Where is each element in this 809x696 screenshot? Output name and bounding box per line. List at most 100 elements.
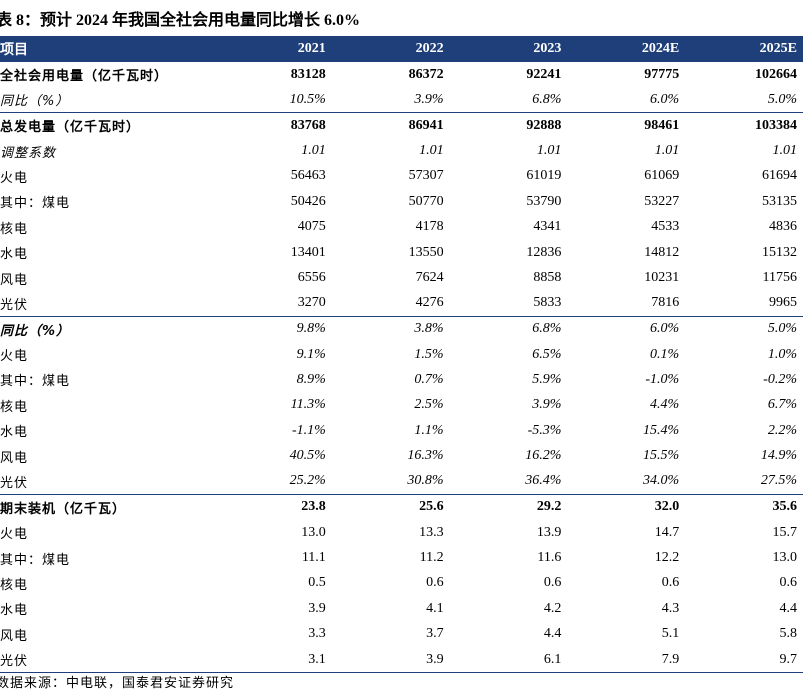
table-row: 其中：煤电 50426 50770 53790 53227 53135 bbox=[0, 189, 803, 214]
cell-value: 53135 bbox=[762, 193, 797, 209]
cell-value: 16.2% bbox=[525, 448, 562, 464]
cell-value: 103384 bbox=[685, 112, 803, 139]
cell-value: 86372 bbox=[408, 66, 444, 82]
row-label: 风电 bbox=[0, 628, 29, 644]
cell-value: 6.7% bbox=[767, 397, 797, 413]
cell-value: 4075 bbox=[297, 219, 326, 235]
header-2022: 2022 bbox=[415, 41, 444, 56]
table-row: 全社会用电量（亿千瓦时） 83128 86372 92241 97775 102664 bbox=[0, 62, 803, 87]
cell-value: 1.0% bbox=[767, 346, 797, 362]
cell-value: 13.0 bbox=[772, 550, 798, 566]
cell-value: 13401 bbox=[290, 244, 326, 260]
cell-value: 3.9 bbox=[308, 600, 326, 616]
table-row: 风电 3.3 3.7 4.4 5.1 5.8 bbox=[0, 622, 803, 647]
cell-value: 27.5% bbox=[760, 473, 797, 489]
table-row: 水电 13401 13550 12836 14812 15132 bbox=[0, 240, 803, 265]
cell-value: 4341 bbox=[533, 219, 562, 235]
cell-value: 6.8% bbox=[449, 315, 568, 342]
cell-value: 30.8% bbox=[407, 473, 444, 489]
row-label: 水电 bbox=[0, 603, 29, 619]
table-row: 光伏 25.2% 30.8% 36.4% 34.0% 27.5% bbox=[0, 469, 803, 494]
cell-value: 1.01 bbox=[301, 143, 326, 159]
table-row: 光伏 3270 4276 5833 7816 9965 bbox=[0, 291, 803, 316]
cell-value: 12.2 bbox=[654, 550, 680, 566]
table-header-row: 项目 2021 2022 2023 2024E 2025E bbox=[0, 36, 803, 62]
cell-value: 13.3 bbox=[419, 524, 444, 540]
cell-value: 4178 bbox=[415, 219, 444, 235]
table-row: 火电 9.1% 1.5% 6.5% 0.1% 1.0% bbox=[0, 342, 803, 367]
cell-value: 3.9% bbox=[414, 91, 444, 107]
cell-value: 34.0% bbox=[643, 473, 680, 489]
cell-value: 4.4% bbox=[650, 397, 680, 413]
cell-value: -0.2% bbox=[763, 371, 797, 387]
table-row: 水电 3.9 4.1 4.2 4.3 4.4 bbox=[0, 596, 803, 621]
table-body: 全社会用电量（亿千瓦时） 83128 86372 92241 97775 102664 同比… bbox=[0, 62, 803, 674]
row-label: 风电 bbox=[0, 450, 29, 466]
cell-value: 4.1 bbox=[426, 600, 444, 616]
cell-value: 13.0 bbox=[301, 524, 326, 540]
cell-value: 102664 bbox=[755, 66, 797, 82]
cell-value: 92888 bbox=[449, 112, 568, 139]
cell-value: 7816 bbox=[651, 295, 680, 311]
cell-value: 12836 bbox=[526, 244, 562, 260]
cell-value: 5.0% bbox=[767, 91, 797, 107]
cell-value: 11.6 bbox=[537, 550, 562, 566]
row-label: 同比（%） bbox=[0, 94, 70, 110]
table-row: 火电 13.0 13.3 13.9 14.7 15.7 bbox=[0, 520, 803, 545]
cell-value: 61069 bbox=[644, 168, 680, 184]
data-table: 项目 2021 2022 2023 2024E 2025E 全社会用电量（亿千瓦… bbox=[0, 36, 803, 674]
cell-value: 3.7 bbox=[426, 626, 444, 642]
table-row: 同比（%） 10.5% 3.9% 6.8% 6.0% 5.0% bbox=[0, 87, 803, 112]
cell-value: 50426 bbox=[290, 193, 326, 209]
cell-value: 6.0% bbox=[650, 91, 680, 107]
cell-value: 0.6 bbox=[779, 575, 798, 591]
row-label: 调整系数 bbox=[0, 145, 57, 161]
cell-value: 6.1 bbox=[449, 647, 568, 674]
cell-value: 53790 bbox=[526, 193, 562, 209]
cell-value: 13550 bbox=[408, 244, 444, 260]
table-row: 水电 -1.1% 1.1% -5.3% 15.4% 2.2% bbox=[0, 418, 803, 443]
cell-value: 32.0 bbox=[567, 493, 686, 520]
cell-value: 2.5% bbox=[414, 397, 444, 413]
table-row: 风电 40.5% 16.3% 16.2% 15.5% 14.9% bbox=[0, 444, 803, 469]
cell-value: 6.0% bbox=[567, 315, 686, 342]
cell-value: 9.8% bbox=[214, 315, 332, 342]
row-label: 火电 bbox=[0, 349, 29, 365]
cell-value: 4276 bbox=[415, 295, 444, 311]
header-2023: 2023 bbox=[533, 41, 562, 56]
row-label: 水电 bbox=[0, 425, 29, 441]
cell-value: 1.01 bbox=[419, 143, 444, 159]
cell-value: 4.4 bbox=[543, 626, 562, 642]
table-row: 总发电量（亿千瓦时） 83768 86941 92888 98461 103384 bbox=[0, 112, 803, 139]
cell-value: 50770 bbox=[408, 193, 444, 209]
cell-value: 8.9% bbox=[296, 371, 326, 387]
table-row: 光伏 3.1 3.9 6.1 7.9 9.7 bbox=[0, 647, 803, 674]
cell-value: 92241 bbox=[526, 66, 562, 82]
row-label: 总发电量（亿千瓦时） bbox=[0, 112, 214, 139]
cell-value: 25.6 bbox=[331, 493, 450, 520]
row-label: 全社会用电量（亿千瓦时） bbox=[0, 69, 169, 85]
cell-value: 40.5% bbox=[289, 448, 326, 464]
cell-value: 15.4% bbox=[643, 422, 680, 438]
cell-value: 11.3% bbox=[290, 397, 326, 413]
cell-value: 16.3% bbox=[407, 448, 444, 464]
row-label: 风电 bbox=[0, 272, 29, 288]
cell-value: 6.5% bbox=[532, 346, 562, 362]
table-title: 表 8：预计 2024 年我国全社会用电量同比增长 6.0% bbox=[0, 12, 361, 29]
cell-value: 25.2% bbox=[289, 473, 326, 489]
cell-value: 4.2 bbox=[543, 600, 562, 616]
table-row: 核电 11.3% 2.5% 3.9% 4.4% 6.7% bbox=[0, 393, 803, 418]
cell-value: 15132 bbox=[762, 244, 797, 260]
row-label: 同比（%） bbox=[0, 315, 214, 342]
cell-value: 3270 bbox=[297, 295, 326, 311]
cell-value: 7.9 bbox=[567, 647, 686, 674]
cell-value: 11.1 bbox=[301, 550, 326, 566]
row-label: 核电 bbox=[0, 577, 29, 593]
cell-value: 2.2% bbox=[767, 422, 797, 438]
cell-value: 1.5% bbox=[414, 346, 444, 362]
cell-value: 83768 bbox=[214, 112, 332, 139]
cell-value: 3.8% bbox=[331, 315, 450, 342]
row-label: 其中：煤电 bbox=[0, 552, 71, 568]
cell-value: 53227 bbox=[644, 193, 680, 209]
table-row: 其中：煤电 8.9% 0.7% 5.9% -1.0% -0.2% bbox=[0, 367, 803, 392]
